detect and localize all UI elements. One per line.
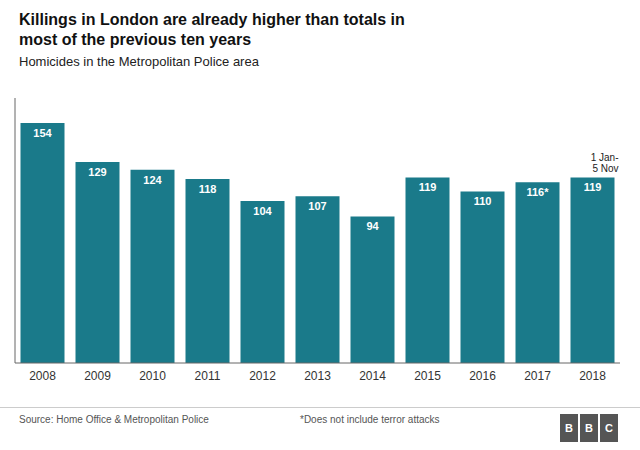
svg-text:110: 110 — [474, 195, 492, 207]
svg-text:2016: 2016 — [469, 369, 496, 383]
svg-text:124: 124 — [143, 174, 162, 186]
html-text:Source: Home Office & Metropol: Source: Home Office & Metropolitan Polic… — [19, 414, 209, 425]
html-text:Homicides in the Metropolitan: Homicides in the Metropolitan Police are… — [19, 54, 259, 69]
svg-text:116*: 116* — [526, 186, 549, 198]
html-text:Killings in London are already: Killings in London are already higher th… — [19, 11, 405, 28]
svg-text:2010: 2010 — [139, 369, 166, 383]
svg-text:1 Jan-5 Nov: 1 Jan-5 Nov — [591, 152, 619, 174]
svg-text:2012: 2012 — [249, 369, 276, 383]
svg-text:154: 154 — [33, 127, 52, 139]
svg-text:2008: 2008 — [29, 369, 56, 383]
html-text:B: B — [565, 422, 573, 434]
html-text:B: B — [585, 422, 593, 434]
svg-text:2014: 2014 — [359, 369, 386, 383]
svg-text:2013: 2013 — [304, 369, 331, 383]
svg-text:2018: 2018 — [579, 369, 606, 383]
svg-text:107: 107 — [308, 200, 326, 212]
svg-text:119: 119 — [584, 181, 602, 193]
html-text:C: C — [605, 422, 613, 434]
svg-text:2015: 2015 — [414, 369, 441, 383]
svg-text:2011: 2011 — [195, 369, 221, 383]
svg-text:104: 104 — [253, 205, 272, 217]
svg-text:118: 118 — [199, 183, 217, 195]
svg-text:2017: 2017 — [524, 369, 551, 383]
svg-text:2009: 2009 — [84, 369, 111, 383]
html-text:most of the previous ten years: most of the previous ten years — [19, 31, 252, 48]
svg-text:129: 129 — [88, 166, 106, 178]
svg-text:94: 94 — [366, 220, 379, 232]
svg-text:119: 119 — [419, 181, 437, 193]
html-text:*Does not include terror attac: *Does not include terror attacks — [300, 414, 440, 425]
